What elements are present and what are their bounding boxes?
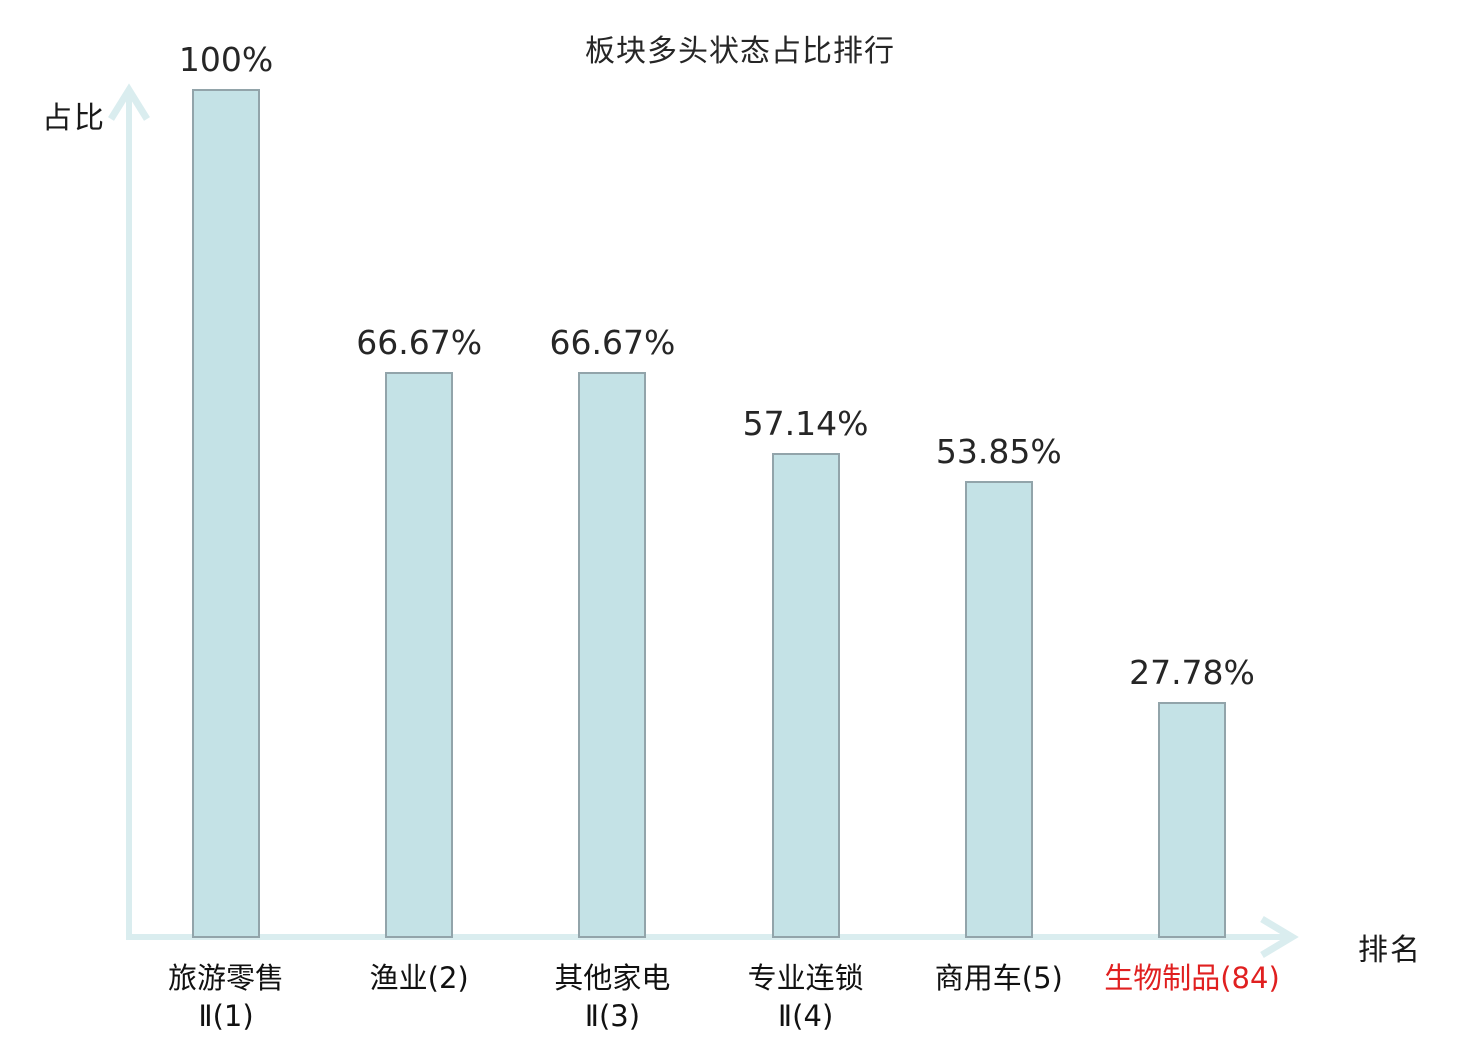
x-axis-title: 排名 <box>1358 933 1422 968</box>
bar-value-label: 66.67% <box>356 323 483 362</box>
bar-value-label: 66.67% <box>549 323 676 362</box>
bar-value-label: 27.78% <box>1129 653 1255 692</box>
bar <box>1158 702 1226 938</box>
category-label-line: 其他家电 <box>554 961 671 995</box>
category-label-line: 渔业(2) <box>369 961 469 995</box>
category-label: 旅游零售 Ⅱ(1) <box>86 959 366 1035</box>
y-axis-arrow-icon <box>108 83 150 121</box>
bar-value-label: 100% <box>178 40 274 79</box>
category-label-line: Ⅱ(3) <box>584 999 641 1033</box>
bar-value-label: 57.14% <box>742 404 869 443</box>
bar <box>385 372 454 938</box>
bar <box>964 481 1033 938</box>
y-axis-title: 占比 <box>42 101 106 136</box>
bar <box>578 372 647 938</box>
category-label: 生物制品(84) <box>1052 959 1332 997</box>
category-label: 其他家电 Ⅱ(3) <box>472 959 752 1035</box>
category-label-line: Ⅱ(4) <box>777 999 834 1033</box>
category-label-line: 生物制品(84) <box>1104 961 1280 995</box>
category-label: 渔业(2) <box>279 959 559 997</box>
category-label: 专业连锁 Ⅱ(4) <box>666 959 946 1035</box>
category-label-line: 专业连锁 <box>747 961 864 995</box>
bar <box>192 89 260 938</box>
category-label-line: 旅游零售 <box>167 961 284 995</box>
bar <box>771 453 840 938</box>
bar-value-label: 53.85% <box>935 432 1062 471</box>
category-label-line: 商用车(5) <box>934 961 1063 995</box>
chart-title: 板块多头状态占比排行 <box>585 34 895 69</box>
x-axis-arrow-icon <box>1260 915 1299 959</box>
category-label-line: Ⅱ(1) <box>198 999 254 1033</box>
category-label: 商用车(5) <box>859 959 1139 997</box>
